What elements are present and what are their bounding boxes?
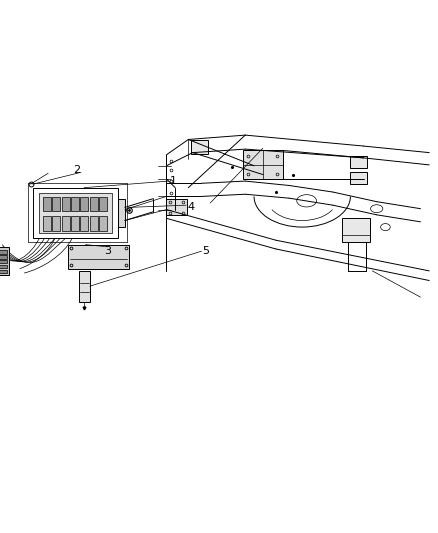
Bar [71,197,79,211]
Bar [39,193,112,233]
Text: 3: 3 [104,246,111,256]
Bar [43,197,51,211]
Bar [71,216,79,231]
Bar [0,270,7,273]
Bar [68,245,129,269]
Bar [166,199,187,215]
Bar [80,216,88,231]
Bar [350,156,367,168]
Text: 5: 5 [202,246,209,256]
Bar [62,197,70,211]
Bar [43,216,51,231]
Text: 2: 2 [73,165,80,175]
Bar [33,188,118,238]
Bar [0,251,7,254]
Bar [99,216,107,231]
Bar [0,255,7,259]
Bar [342,219,370,243]
Text: 4: 4 [187,203,194,212]
Bar [80,197,88,211]
Bar [0,265,7,268]
Bar [79,271,90,302]
Text: 1: 1 [170,176,177,186]
Bar [89,197,98,211]
Bar [0,260,7,263]
Bar [89,216,98,231]
Bar [99,197,107,211]
Bar [118,199,125,227]
Bar [0,247,9,275]
Bar [350,172,367,184]
Bar [52,216,60,231]
Bar [62,216,70,231]
Bar [243,150,283,179]
Bar [52,197,60,211]
Bar [191,140,208,154]
